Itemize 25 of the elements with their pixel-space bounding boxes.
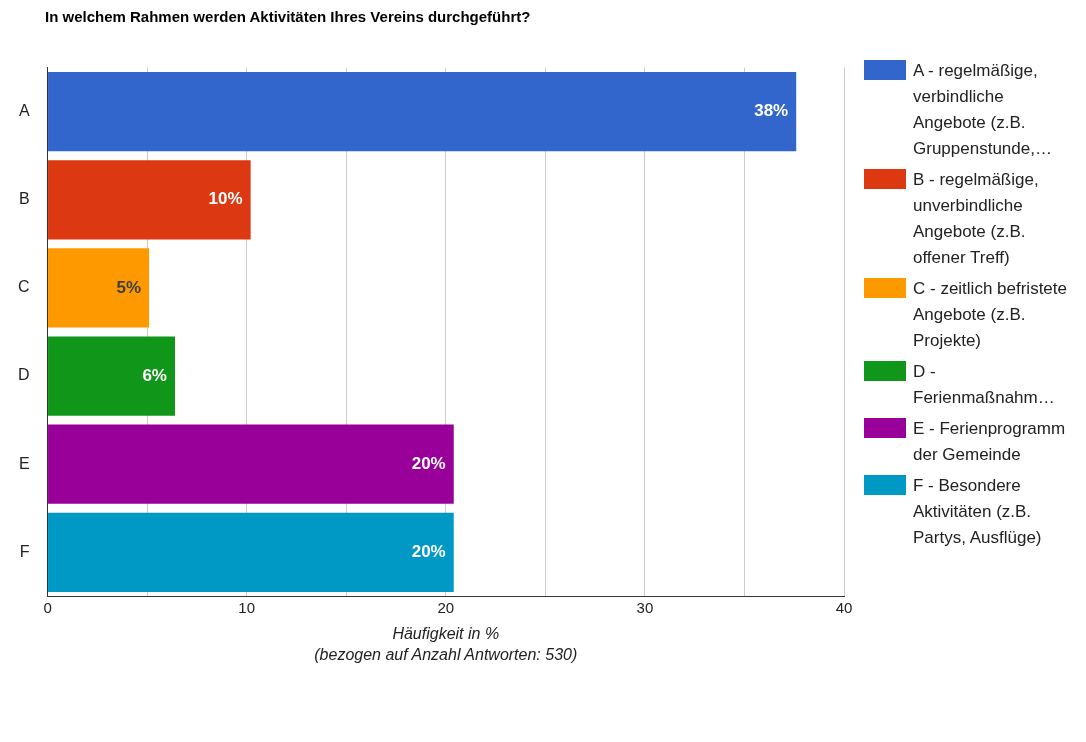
y-tick-label: E [18, 454, 30, 472]
data-label: 20% [411, 542, 446, 562]
y-tick-label: B [18, 190, 30, 208]
y-tick-label: C [17, 278, 30, 296]
y-tick-label: D [17, 366, 30, 384]
x-axis-title: Häufigkeit in % (bezogen auf Anzahl Antworten: 530) [314, 625, 578, 664]
chart-title: In welchem Rahmen werden Aktivitäten Ihres Vereins durchgeführt? [45, 8, 531, 25]
y-tick-label: A [18, 102, 30, 120]
legend-label: B - regelmäßige, unverbindliche Angebote (z.B. offener Treff) [913, 169, 1040, 269]
legend-label: E - Ferienprogramm der Gemeinde [913, 418, 1067, 466]
y-tick-label: F [19, 542, 30, 560]
data-label: 5% [116, 277, 142, 297]
legend-label: D - Ferienmaßnahm… [913, 361, 1056, 409]
x-tick-label: 30 [636, 598, 654, 616]
data-label: 20% [411, 453, 446, 473]
data-label: 38% [754, 101, 789, 121]
x-tick-label: 20 [437, 598, 455, 616]
data-label: 6% [142, 365, 167, 385]
x-tick-label: 40 [835, 598, 853, 616]
legend-label: F - Besondere Aktivitäten (z.B. Partys, Ausflüge) [913, 475, 1043, 549]
legend-label: A - regelmäßige, verbindliche Angebote (z.B. Gruppenstunde,… [913, 60, 1053, 160]
legend-label: C - zeitlich befristete Angebote (z.B. Projekte) [913, 278, 1068, 352]
x-tick-label: 10 [238, 598, 256, 616]
x-tick-label: 0 [43, 598, 52, 616]
data-label: 10% [208, 189, 243, 209]
